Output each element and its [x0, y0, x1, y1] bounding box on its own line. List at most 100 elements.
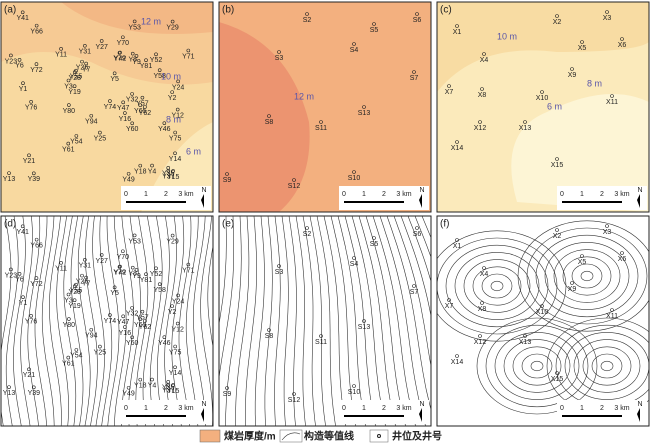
well-label: Y7: [82, 66, 91, 73]
contour-line: [564, 332, 649, 400]
well: [225, 172, 229, 176]
well: [108, 313, 112, 317]
well: [415, 226, 419, 230]
well-label: Y19: [68, 89, 81, 96]
contour-line: [157, 216, 170, 426]
north-label: N: [201, 187, 206, 194]
well: [7, 385, 11, 389]
well: [173, 130, 177, 135]
contour-line: [128, 216, 141, 426]
contour-line: [219, 216, 234, 381]
contour-line: [372, 216, 416, 426]
scale-tick: 0: [342, 405, 346, 412]
well-label: Y55: [70, 74, 83, 81]
scale-tick: 2: [164, 191, 168, 198]
well: [138, 377, 143, 382]
contour-line: [337, 216, 366, 426]
well: [170, 304, 174, 308]
legend-swatch: [279, 429, 303, 443]
well-label: Y16: [119, 116, 132, 123]
well-label: S4: [350, 47, 359, 54]
north-arrow: [201, 408, 204, 422]
panel: Y13Y11Y65Y61Y62Y60Y52Y54Y53Y32Y14Y76Y75Y…: [0, 1, 214, 213]
panel-label: (f): [440, 219, 449, 230]
well: [570, 67, 574, 71]
well: [99, 39, 104, 43]
contour-line: [193, 216, 206, 426]
contour-line: [264, 216, 273, 426]
legend-label: 煤岩厚度/m: [224, 430, 276, 443]
contour-line: [27, 216, 41, 426]
well-label: Y79: [113, 56, 126, 63]
well-label: X15: [551, 162, 564, 169]
well-label: Y28: [69, 289, 82, 296]
panel-body: [1, 2, 213, 212]
contour-line: [5, 216, 19, 426]
well-label: Y21: [23, 372, 36, 379]
thickness-fill: [511, 94, 649, 212]
well: [118, 50, 122, 55]
well-label: S7: [410, 75, 419, 82]
contour-line: [454, 252, 540, 320]
north-arrow: [419, 408, 422, 422]
well: [123, 111, 127, 115]
scale-tick: 2: [382, 405, 386, 412]
well: [555, 14, 559, 18]
well: [132, 233, 137, 238]
well-label: Y54: [70, 353, 83, 360]
well: [305, 226, 309, 230]
well: [610, 94, 614, 98]
well: [21, 295, 25, 299]
well: [412, 284, 416, 288]
well-label: X5: [578, 259, 587, 266]
well-label: Y61: [62, 360, 75, 367]
well: [66, 355, 71, 360]
well: [319, 334, 323, 338]
well-label: Y53: [128, 24, 141, 31]
contour-line: [142, 216, 156, 426]
well: [112, 71, 117, 76]
contour-label: 6 m: [186, 146, 201, 156]
well: [157, 282, 162, 286]
well-label: Y23: [5, 272, 18, 279]
well-label: Y16: [119, 330, 132, 337]
contour-line: [235, 216, 250, 426]
well: [143, 105, 147, 109]
north-arrow: [637, 194, 640, 208]
well-label: Y42: [114, 55, 127, 62]
contour-line: [407, 216, 431, 283]
well-label: Y71: [182, 53, 195, 60]
well: [72, 298, 77, 302]
well-label: Y4: [148, 168, 157, 175]
well-label: Y72: [30, 67, 43, 74]
well-label: S3: [275, 269, 284, 276]
contour-line: [295, 216, 306, 426]
well: [126, 171, 131, 176]
well-label: X8: [478, 306, 487, 313]
contour-line: [472, 266, 522, 306]
legend-well: [377, 434, 381, 438]
north-arrow: [419, 194, 422, 208]
well-label: X7: [445, 89, 454, 96]
contour-line: [445, 244, 549, 328]
well: [523, 120, 527, 124]
contour-line: [476, 317, 598, 415]
contour-label: 12 m: [141, 16, 161, 26]
panel: X3 X2 X1 X6 X5 X4 X9 X7 X8 X10 X11 X12 X13 X14 X15 10 m…: [436, 1, 650, 213]
well: [166, 383, 171, 387]
scale-box: [121, 186, 211, 210]
well-label: Y39: [28, 390, 41, 397]
well-label: X12: [474, 339, 487, 346]
panel-body: [219, 216, 431, 426]
well-label: Y12: [171, 112, 184, 119]
well: [372, 22, 376, 26]
contour-line: [580, 270, 594, 282]
well-label: X13: [519, 125, 532, 132]
scale-tick: 1: [580, 405, 584, 412]
well-label: Y14: [169, 156, 182, 163]
legend-swatch: [199, 429, 221, 443]
panel: X3 X2 X1 X6 X5 X4 X9 X7 X8 X10 X11 X12 X13 X14 X15 (f) 0…: [436, 215, 650, 427]
panel-body: [437, 216, 649, 426]
well: [83, 43, 87, 48]
well: [150, 163, 154, 168]
